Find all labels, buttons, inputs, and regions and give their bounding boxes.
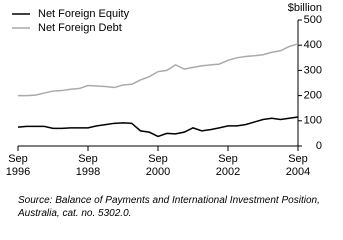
x-tick-label: Sep 2002 xyxy=(215,153,241,178)
y-tick-label: 300 xyxy=(304,64,322,76)
legend-label: Net Foreign Equity xyxy=(38,8,130,20)
x-tick-label: Sep 1998 xyxy=(75,153,101,178)
source-note: Source: Balance of Payments and Internat… xyxy=(18,195,320,219)
y-tick-label: 200 xyxy=(304,90,322,102)
y-tick-label: 500 xyxy=(304,14,322,26)
y-tick-label: 100 xyxy=(304,115,322,127)
y-axis-label: $billion xyxy=(288,2,322,14)
y-tick-label: 0 xyxy=(316,140,322,152)
x-tick-label: Sep 2000 xyxy=(145,153,171,178)
series-line xyxy=(17,116,299,138)
chart-svg: $billion 0 100 200 300 400 500 Net Foreign Equi… xyxy=(12,2,322,152)
legend-label: Net Foreign Debt xyxy=(38,22,122,34)
x-tick-label: Sep 1996 xyxy=(5,153,31,178)
series-line xyxy=(18,43,299,97)
x-tick-label: Sep 2004 xyxy=(285,153,311,178)
y-tick-label: 400 xyxy=(304,39,322,51)
chart: $billion 0 100 200 300 400 500 Net Foreign Equi… xyxy=(5,1,322,219)
